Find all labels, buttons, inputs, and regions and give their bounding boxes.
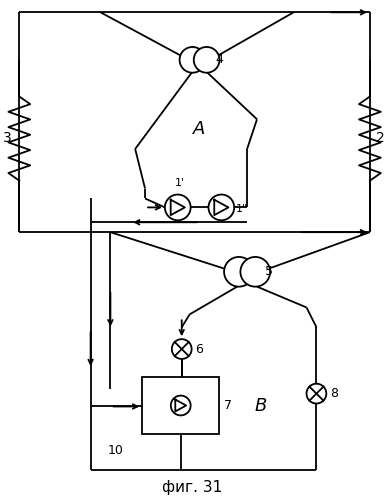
Circle shape bbox=[224, 257, 254, 286]
Text: 7: 7 bbox=[224, 399, 232, 412]
Circle shape bbox=[165, 194, 191, 220]
Bar bbox=[142, 377, 219, 434]
Text: 1': 1' bbox=[175, 178, 185, 188]
Text: 4: 4 bbox=[216, 54, 223, 66]
Text: B: B bbox=[255, 398, 267, 415]
Text: 5: 5 bbox=[265, 266, 273, 278]
Circle shape bbox=[180, 47, 205, 72]
Text: 10: 10 bbox=[108, 444, 123, 456]
Text: 6: 6 bbox=[195, 342, 204, 355]
Circle shape bbox=[209, 194, 234, 220]
Text: 2: 2 bbox=[376, 131, 385, 145]
Circle shape bbox=[172, 339, 192, 359]
Circle shape bbox=[307, 384, 326, 404]
Circle shape bbox=[171, 396, 191, 415]
Circle shape bbox=[194, 47, 219, 72]
Text: 3: 3 bbox=[3, 131, 11, 145]
Text: A: A bbox=[194, 120, 206, 138]
Circle shape bbox=[240, 257, 270, 286]
Text: 8: 8 bbox=[330, 387, 338, 400]
Text: 1": 1" bbox=[236, 204, 248, 214]
Text: фиг. 31: фиг. 31 bbox=[163, 480, 223, 495]
